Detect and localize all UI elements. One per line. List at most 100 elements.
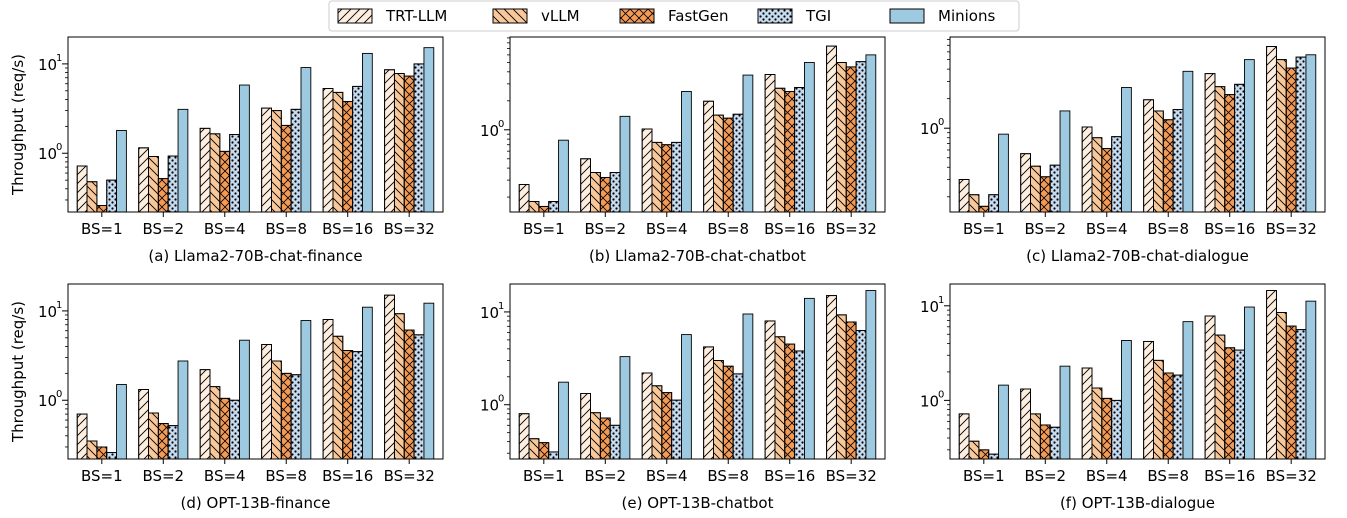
bar-hatch-trt-llm <box>199 369 211 460</box>
bar-hatch-vllm <box>148 412 159 460</box>
x-tick-label: BS=1 <box>523 467 565 485</box>
bar-hatch-trt-llm <box>580 393 591 460</box>
x-tick-label: BS=32 <box>384 220 435 238</box>
y-tick-exponent: 0 <box>498 119 504 130</box>
y-tick-exponent: 0 <box>56 142 62 153</box>
bar-hatch-vllm <box>1091 137 1103 213</box>
bar-hatch-fastgen <box>1039 424 1051 460</box>
x-tick-label: BS=16 <box>322 467 373 485</box>
x-tick-label: BS=1 <box>81 220 123 238</box>
bar-hatch-fastgen <box>1224 94 1236 213</box>
x-tick-label: BS=32 <box>1266 467 1317 485</box>
legend-label: Minions <box>938 7 995 25</box>
bar-hatch-tgi <box>290 374 302 460</box>
y-tick-label: 10 <box>920 120 939 138</box>
plot-frame <box>509 283 886 460</box>
x-tick-label: BS=8 <box>265 467 307 485</box>
bar-hatch-trt-llm <box>1020 388 1031 460</box>
bar-hatch-vllm <box>209 386 221 460</box>
bar-hatch-fastgen <box>1285 325 1297 460</box>
x-tick-label: BS=4 <box>1086 467 1128 485</box>
x-tick-label: BS=2 <box>584 220 626 238</box>
x-tick-label: BS=32 <box>384 467 435 485</box>
bar-hatch-vllm <box>835 314 847 460</box>
x-tick-label: BS=1 <box>81 467 123 485</box>
x-tick-label: BS=2 <box>584 467 626 485</box>
bar-hatch-trt-llm <box>580 158 591 213</box>
bar-hatch-vllm <box>1153 110 1164 213</box>
x-tick-label: BS=32 <box>826 467 877 485</box>
bar-hatch-trt-llm <box>76 413 88 460</box>
bar-hatch-vllm <box>528 201 540 213</box>
x-tick-label: BS=16 <box>764 220 815 238</box>
bar-hatch-tgi <box>671 141 682 213</box>
x-tick-label: BS=1 <box>523 220 565 238</box>
bar-hatch-vllm <box>271 110 282 213</box>
x-tick-label: BS=16 <box>1204 220 1255 238</box>
bar-hatch-vllm <box>86 181 98 213</box>
bar-hatch-fastgen <box>661 392 673 460</box>
bar-minions-bs4 <box>1121 340 1132 460</box>
legend-swatch-hatch <box>492 8 528 24</box>
bar-hatch-tgi <box>609 424 621 460</box>
bar-hatch-trt-llm <box>1020 153 1031 213</box>
bar-hatch-vllm <box>1030 413 1041 460</box>
bar-hatch-fastgen <box>784 343 796 460</box>
bar-hatch-tgi <box>1049 164 1061 213</box>
panel-title: (d) OPT-13B-finance <box>181 494 331 512</box>
bar-hatch-vllm <box>1091 387 1103 460</box>
bar-minions-bs8 <box>300 320 312 460</box>
legend-label: TRT-LLM <box>385 7 447 25</box>
bar-hatch-fastgen <box>403 75 415 213</box>
bar-minions-bs16 <box>1244 306 1255 460</box>
bar-hatch-trt-llm <box>958 413 970 460</box>
y-tick-label: 10 <box>480 397 499 415</box>
bar-hatch-vllm <box>1214 334 1226 460</box>
bar-minions-bs2 <box>619 115 631 213</box>
y-tick-exponent: 0 <box>938 117 944 128</box>
bar-hatch-tgi <box>671 399 682 460</box>
bar-hatch-tgi <box>1295 329 1307 460</box>
legend: TRT-LLM vLLM FastGen TGI Minions <box>328 0 1020 32</box>
x-tick-label: BS=4 <box>1086 220 1128 238</box>
bar-minions-bs8 <box>1182 321 1194 460</box>
bar-hatch-fastgen <box>1162 372 1174 460</box>
bar-hatch-vllm <box>713 114 724 213</box>
y-tick-exponent: 1 <box>56 53 62 64</box>
bar-hatch-trt-llm <box>518 413 530 460</box>
bar-hatch-trt-llm <box>518 184 530 213</box>
bar-hatch-trt-llm <box>138 147 149 213</box>
bar-minions-bs32 <box>423 302 435 460</box>
bar-hatch-trt-llm <box>322 88 334 213</box>
bar-hatch-trt-llm <box>641 128 653 213</box>
bar-minions-bs16 <box>1244 59 1255 213</box>
bar-hatch-trt-llm <box>199 127 211 213</box>
bar-hatch-fastgen <box>1224 347 1236 460</box>
bar-hatch-fastgen <box>403 329 415 460</box>
bar-hatch-vllm <box>271 360 282 460</box>
bar-hatch-tgi <box>732 373 744 460</box>
bar-minions-bs16 <box>804 62 815 213</box>
bar-hatch-vllm <box>209 133 221 213</box>
bar-minions-bs32 <box>1305 54 1317 213</box>
x-tick-label: BS=8 <box>1147 220 1189 238</box>
bar-hatch-vllm <box>968 440 980 460</box>
bar-hatch-tgi <box>1234 349 1245 460</box>
y-tick-label: 10 <box>480 122 499 140</box>
bar-hatch-trt-llm <box>1204 315 1216 460</box>
bar-hatch-vllm <box>651 385 663 460</box>
bar-hatch-vllm <box>590 172 601 213</box>
bar-hatch-tgi <box>229 399 240 460</box>
legend-swatch <box>889 8 925 24</box>
bar-hatch-fastgen <box>342 100 354 213</box>
y-tick-label: 10 <box>920 298 939 316</box>
bar-hatch-trt-llm <box>958 179 970 213</box>
bar-hatch-tgi <box>106 179 118 213</box>
bar-minions-bs8 <box>742 74 754 213</box>
bar-hatch-fastgen <box>96 205 108 213</box>
bar-hatch-trt-llm <box>1081 126 1093 213</box>
bar-minions-bs32 <box>865 54 877 213</box>
legend-swatch-hatch <box>757 8 793 24</box>
